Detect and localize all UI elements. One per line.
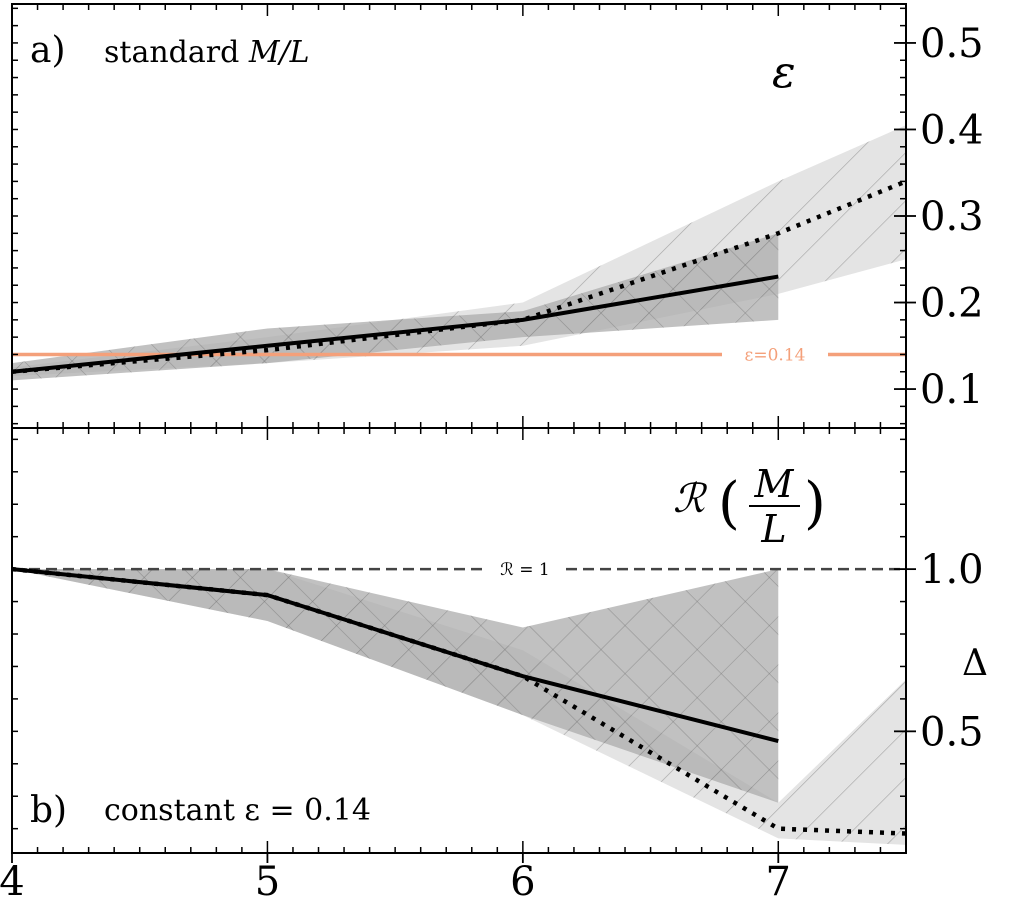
y-tick-label: 0.2	[920, 281, 984, 327]
dotted-series-band-hatch	[12, 569, 906, 845]
y-tick-label: 0.5	[920, 21, 984, 67]
solid-series-line	[12, 567, 779, 744]
curve-label-close-paren: )	[804, 471, 826, 536]
y-tick-label: 0.5	[920, 709, 984, 755]
panel-b-note: constant ε = 0.14	[104, 793, 371, 828]
y-tick-label: 0.3	[920, 194, 984, 240]
panel-a-title: standard M/L	[104, 35, 310, 70]
curve-label: ℛ ( M L )	[673, 462, 826, 551]
panel-b: 0.5 1.0 ℛ = 1 b) constant ε = 0.14 Δ ℛ ( …	[11, 427, 988, 854]
panel-a: 0.1 0.2 0.3 0.4 0.5 ε=0.14 a) standard M/L ε	[11, 3, 984, 429]
y-tick-label: 0.4	[920, 107, 984, 153]
y-tick-label: 1.0	[920, 547, 984, 593]
solid-series-band-hatch	[12, 233, 779, 381]
y-tick-label: 0.1	[920, 367, 984, 413]
curve-label-denominator: L	[760, 507, 786, 551]
panel-a-title-prefix: standard	[104, 35, 239, 70]
epsilon-reference-label: ε=0.14	[745, 345, 806, 365]
panel-b-ylabel: Δ	[962, 643, 988, 684]
curve-label-open-paren: (	[718, 471, 740, 536]
x-tick-label: 7	[766, 859, 791, 898]
x-tick-label: 4	[0, 859, 25, 898]
panel-a-title-math: M/L	[248, 35, 310, 70]
curve-label-prefix: ℛ	[673, 476, 708, 522]
panel-a-tag: a)	[30, 30, 66, 71]
x-tick-label: 5	[255, 859, 280, 898]
panel-b-tag: b)	[30, 790, 67, 831]
panel-b-frame	[11, 427, 907, 854]
curve-label-numerator: M	[754, 462, 795, 506]
r-reference-label: ℛ = 1	[500, 560, 549, 580]
x-tick-label: 6	[510, 859, 535, 898]
solid-series-band-hatch	[12, 569, 779, 803]
panel-a-ylabel: ε	[772, 47, 796, 98]
